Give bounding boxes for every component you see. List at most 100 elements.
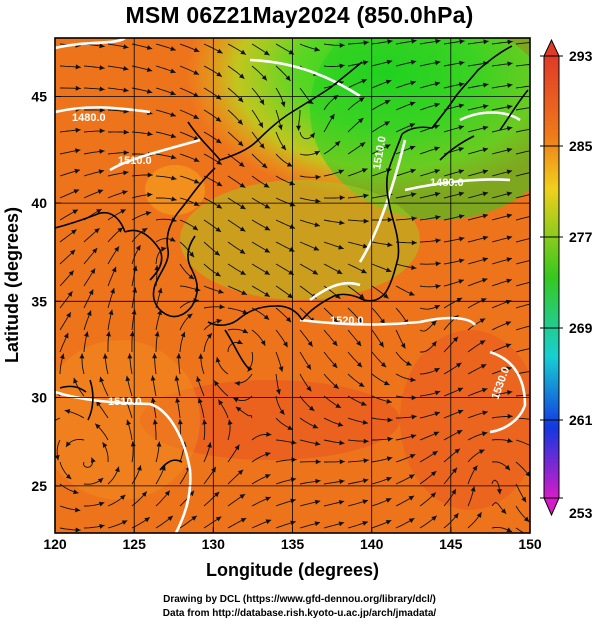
streamline-arrow — [214, 250, 220, 256]
streamline-arrow — [479, 340, 486, 346]
streamline-arrow — [215, 357, 221, 363]
streamline-arrow — [126, 419, 131, 426]
streamline-arrow — [339, 220, 345, 226]
streamline-arrow — [507, 413, 513, 419]
streamline-arrow — [387, 436, 393, 442]
streamline-arrow — [193, 178, 200, 184]
streamline-arrow — [263, 182, 270, 188]
streamline-arrow — [289, 180, 295, 186]
y-tick-label: 45 — [31, 89, 47, 105]
streamline-arrow — [242, 328, 248, 334]
streamline-arrow — [409, 123, 416, 128]
streamline-arrow — [312, 423, 319, 429]
streamline-arrow — [384, 100, 391, 105]
streamline-arrow — [400, 342, 406, 349]
streamline-arrow — [456, 297, 463, 303]
streamline — [515, 417, 530, 420]
streamline-arrow — [239, 182, 246, 188]
streamline-arrow — [261, 75, 267, 81]
streamline-arrow — [287, 425, 293, 430]
streamline-arrow — [263, 50, 270, 56]
colorbar-label: 261 — [569, 412, 593, 428]
streamline-arrow — [164, 490, 170, 496]
streamline-arrow — [215, 138, 222, 144]
streamline-arrow — [430, 492, 436, 498]
colorbar-min-arrow — [543, 497, 560, 517]
streamline-arrow — [386, 398, 392, 404]
streamline-arrow — [197, 397, 203, 404]
streamline-arrow — [147, 172, 153, 178]
streamline-arrow — [88, 289, 94, 295]
streamline-arrow — [237, 140, 244, 147]
streamline-arrow — [386, 59, 393, 65]
streamline-arrow — [280, 101, 286, 107]
y-tick-label: 25 — [31, 478, 47, 494]
streamline-arrow — [237, 339, 243, 344]
streamline-arrow — [506, 191, 513, 197]
streamline-arrow — [504, 464, 511, 471]
streamline — [515, 303, 530, 309]
map-title: MSM 06Z21May2024 (850.0hPa) — [125, 2, 474, 28]
streamline-arrow — [146, 88, 153, 94]
streamline-arrow — [266, 431, 272, 437]
streamline-arrow — [315, 174, 321, 180]
streamline-arrow — [219, 304, 225, 310]
streamline-arrow — [507, 104, 513, 110]
streamline-arrow — [193, 70, 199, 75]
streamline-arrow — [216, 318, 222, 324]
streamline-arrow — [122, 190, 128, 195]
streamline-arrow — [507, 83, 513, 88]
streamline-arrow — [481, 431, 488, 437]
streamline-arrow — [362, 499, 368, 505]
streamline-arrow — [329, 114, 335, 120]
streamline-arrow — [481, 387, 488, 393]
streamline-arrow — [99, 376, 105, 383]
streamline-arrow — [434, 146, 440, 152]
streamline-arrow — [240, 204, 246, 210]
streamline — [515, 107, 530, 111]
streamline-arrow — [135, 245, 141, 251]
streamline-arrow — [457, 387, 464, 393]
streamline-arrow — [121, 520, 128, 525]
streamline-arrow — [215, 516, 222, 522]
streamline-arrow — [290, 520, 296, 526]
streamline-arrow — [306, 364, 311, 370]
streamline-arrow — [150, 397, 156, 403]
streamline — [515, 527, 525, 533]
streamline-arrow — [386, 476, 392, 482]
streamline-arrow — [75, 85, 81, 91]
streamline-arrow — [363, 438, 369, 444]
streamline-arrow — [187, 313, 193, 319]
streamline-arrow — [259, 99, 265, 105]
streamline-arrow — [92, 248, 98, 254]
streamline-arrow — [235, 406, 242, 412]
streamline-arrow — [338, 500, 345, 505]
streamline-arrow — [214, 380, 220, 387]
streamline-arrow — [476, 512, 482, 518]
streamline-arrow — [480, 298, 487, 303]
streamline — [515, 260, 530, 265]
streamline-arrow — [384, 380, 390, 386]
wind-streamlines — [55, 38, 530, 533]
streamline-arrow — [96, 209, 102, 214]
streamline-arrow — [276, 389, 281, 395]
streamline-arrow — [453, 513, 459, 519]
streamline-arrow — [458, 82, 465, 87]
streamline-arrow — [96, 400, 102, 407]
streamline-arrow — [286, 162, 293, 167]
streamline-arrow — [483, 82, 489, 88]
streamline-arrow — [277, 124, 283, 130]
streamline-arrow — [384, 144, 391, 149]
streamline-arrow — [141, 228, 148, 233]
streamline-arrow — [99, 86, 105, 92]
streamline-arrow — [458, 169, 464, 174]
streamline-arrow — [501, 508, 507, 514]
streamline-arrow — [411, 265, 417, 270]
streamline-arrow — [339, 479, 345, 485]
streamline-arrow — [193, 157, 200, 162]
streamline-arrow — [207, 442, 212, 448]
streamline-arrow — [161, 246, 167, 252]
streamline-arrow — [215, 227, 221, 232]
streamline-arrow — [117, 227, 123, 233]
streamline-arrow — [71, 229, 77, 235]
